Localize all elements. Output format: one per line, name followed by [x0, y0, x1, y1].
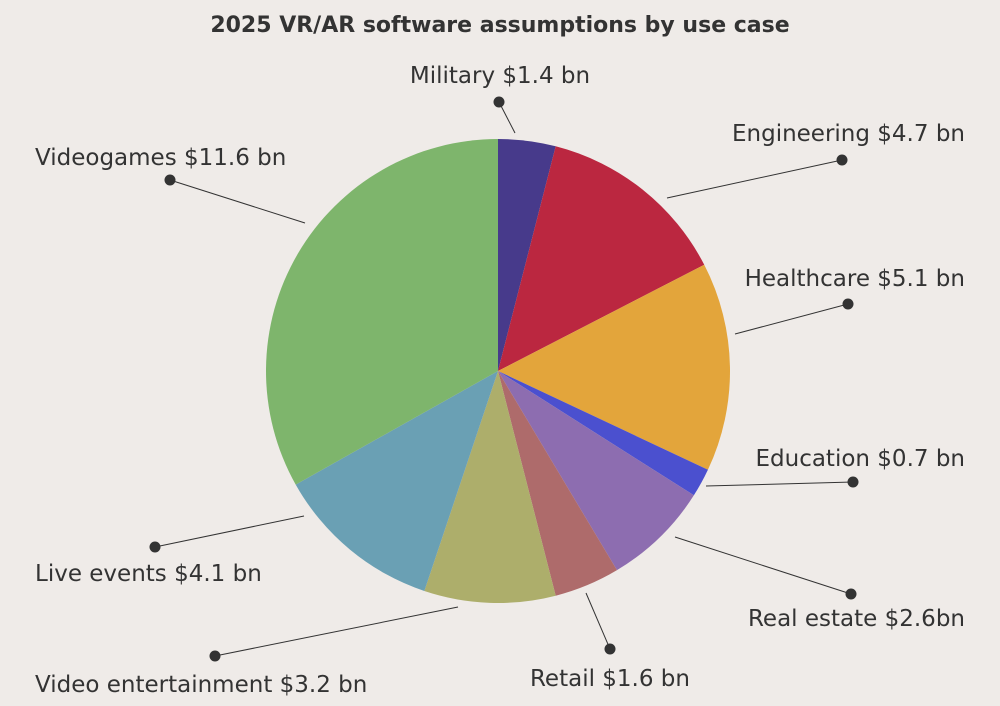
leader-dot-education — [847, 476, 859, 488]
label-military: Military $1.4 bn — [410, 63, 590, 89]
slice-labels: Military $1.4 bn Engineering $4.7 bn Healt… — [35, 63, 965, 698]
slice-engineering — [498, 146, 705, 371]
slice-retail — [498, 371, 617, 596]
leader-dot-healthcare — [842, 298, 854, 310]
slice-military — [498, 139, 556, 371]
leader-dot-retail — [604, 643, 616, 655]
leader-dot-videogames — [164, 174, 176, 186]
slice-education — [498, 371, 708, 496]
slice-video-entertainment — [424, 371, 556, 603]
label-retail: Retail $1.6 bn — [530, 666, 690, 692]
leader-line-videogames — [169, 179, 306, 224]
label-videogames: Videogames $11.6 bn — [35, 145, 286, 171]
leader-line-education — [705, 481, 854, 487]
leader-line-engineering — [666, 159, 843, 199]
label-video-entertainment: Video entertainment $3.2 bn — [35, 672, 367, 698]
leader-line-military — [498, 101, 516, 134]
leader-dot-video-entertainment — [209, 650, 221, 662]
pie-slices — [266, 139, 730, 603]
leader-dot-live-events — [149, 541, 161, 553]
label-education: Education $0.7 bn — [755, 446, 965, 472]
leader-line-healthcare — [734, 303, 849, 335]
label-live-events: Live events $4.1 bn — [35, 561, 262, 587]
leader-line-real-estate — [674, 536, 852, 595]
slice-real-estate — [498, 371, 694, 571]
slice-videogames — [266, 139, 498, 485]
chart-title: 2025 VR/AR software assumptions by use c… — [210, 13, 789, 38]
leader-line-retail — [585, 592, 611, 650]
leader-dot-engineering — [836, 154, 848, 166]
label-healthcare: Healthcare $5.1 bn — [745, 266, 965, 292]
label-engineering: Engineering $4.7 bn — [732, 121, 965, 147]
leader-dot-real-estate — [845, 588, 857, 600]
leader-line-video-entertainment — [214, 606, 459, 657]
slice-healthcare — [498, 264, 730, 470]
leader-line-live-events — [154, 515, 305, 548]
slice-live-events — [295, 371, 498, 591]
leader-dot-military — [493, 96, 505, 108]
label-real-estate: Real estate $2.6bn — [748, 606, 965, 632]
